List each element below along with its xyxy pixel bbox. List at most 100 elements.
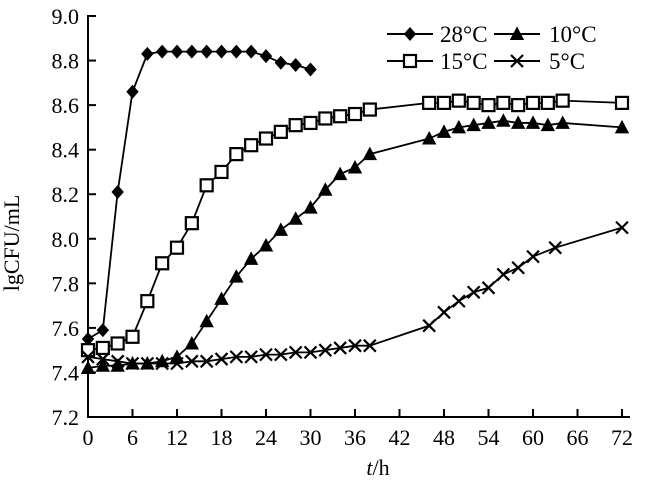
triangle-marker-icon [229,269,244,283]
diamond-marker-icon [141,46,154,61]
triangle-marker-icon [509,26,525,40]
square-marker-icon [80,343,96,358]
square-marker-icon [125,329,140,344]
triangle-marker-icon [421,131,437,145]
y-tick-label: 8.6 [52,93,80,118]
triangle-marker-icon [214,291,229,305]
triangle-marker-icon [184,335,200,350]
square-marker-icon [110,336,125,351]
x-marker-icon [244,350,258,364]
triangle-marker-icon [614,119,630,134]
square-marker-icon [95,340,110,356]
x-tick-label: 66 [567,425,589,450]
y-tick-label: 8.2 [52,182,80,207]
square-marker-icon [614,95,630,110]
legend-label: 28°C [440,22,488,47]
diamond-marker-icon [96,323,110,338]
x-marker-icon [170,356,184,371]
y-tick-label: 8.8 [52,49,80,74]
x-marker-icon [229,350,244,364]
triangle-marker-icon [243,251,259,265]
square-marker-icon [347,106,363,122]
square-marker-icon [481,98,496,113]
x-marker-icon [185,354,199,369]
x-marker-icon [510,54,524,68]
square-marker-icon [273,124,288,139]
diamond-marker-icon [403,27,417,41]
legend-item-15c: 15°C [387,49,488,74]
x-marker-icon [199,354,214,369]
x-marker-icon [96,352,110,366]
series-10c [80,113,630,374]
square-marker-icon [422,95,437,110]
x-marker-icon [81,350,95,364]
square-marker-icon [540,95,555,110]
legend-label: 10°C [549,22,597,47]
x-tick-label: 36 [344,425,366,450]
square-marker-icon [303,115,318,131]
diamond-marker-icon [155,44,169,59]
x-tick-label: 30 [300,425,322,450]
x-tick-label: 60 [522,425,544,450]
x-marker-icon [548,240,563,255]
triangle-marker-icon [318,182,333,196]
y-tick-label: 8.4 [52,138,80,163]
x-marker-icon [526,249,540,264]
square-marker-icon [140,294,155,309]
diamond-marker-icon [289,58,302,73]
legend-item-28c: 28°C [387,22,488,47]
square-marker-icon [318,111,333,126]
triangle-marker-icon [510,115,526,129]
triangle-marker-icon [540,117,556,132]
square-marker-icon [511,98,526,113]
x-marker-icon [333,341,347,355]
y-tick-label: 7.2 [52,405,80,430]
triangle-marker-icon [525,115,541,129]
series-line-28c [87,50,311,340]
triangle-marker-icon [451,119,467,134]
diamond-marker-icon [304,62,317,77]
series-5c [81,220,629,371]
x-tick-label: 42 [389,425,411,450]
triangle-marker-icon [362,146,378,161]
diamond-marker-icon [215,44,228,59]
triangle-marker-icon [199,313,214,328]
x-tick-label: 72 [611,425,633,450]
triangle-marker-icon [303,200,318,214]
square-marker-icon [555,93,570,108]
triangle-marker-icon [95,358,111,372]
x-marker-icon [437,305,451,320]
triangle-marker-icon [555,115,570,129]
x-marker-icon [348,338,362,353]
axes [87,15,630,418]
triangle-marker-icon [273,222,289,236]
axis-lines [87,15,630,418]
diamond-marker-icon [259,49,273,64]
diamond-marker-icon [81,332,95,347]
square-marker-icon [466,95,481,110]
diamond-marker-icon [185,44,199,59]
square-marker-icon [229,147,244,162]
y-axis-ticks: 7.2 7.4 7.6 7.8 8.0 8.2 8.4 8.6 8.8 9.0 [52,4,96,430]
x-marker-icon [155,356,169,371]
diamond-marker-icon [111,184,124,199]
x-tick-label: 6 [127,425,138,450]
x-marker-icon [125,356,140,371]
square-marker-icon [402,53,418,69]
triangle-marker-icon [332,166,348,181]
triangle-marker-icon [466,117,481,132]
square-marker-icon [288,118,303,133]
series-line-10c [87,119,623,369]
y-axis-title: lgCFU/mL [0,195,24,292]
y-tick-label: 9.0 [52,4,80,29]
triangle-marker-icon [80,360,96,374]
x-marker-icon [214,352,229,366]
x-marker-icon [110,354,125,369]
square-marker-icon [244,138,259,153]
diamond-marker-icon [230,44,243,59]
series-28c [81,44,317,347]
y-tick-label: 7.4 [52,360,80,385]
x-marker-icon [481,281,496,295]
x-marker-icon [288,345,303,360]
